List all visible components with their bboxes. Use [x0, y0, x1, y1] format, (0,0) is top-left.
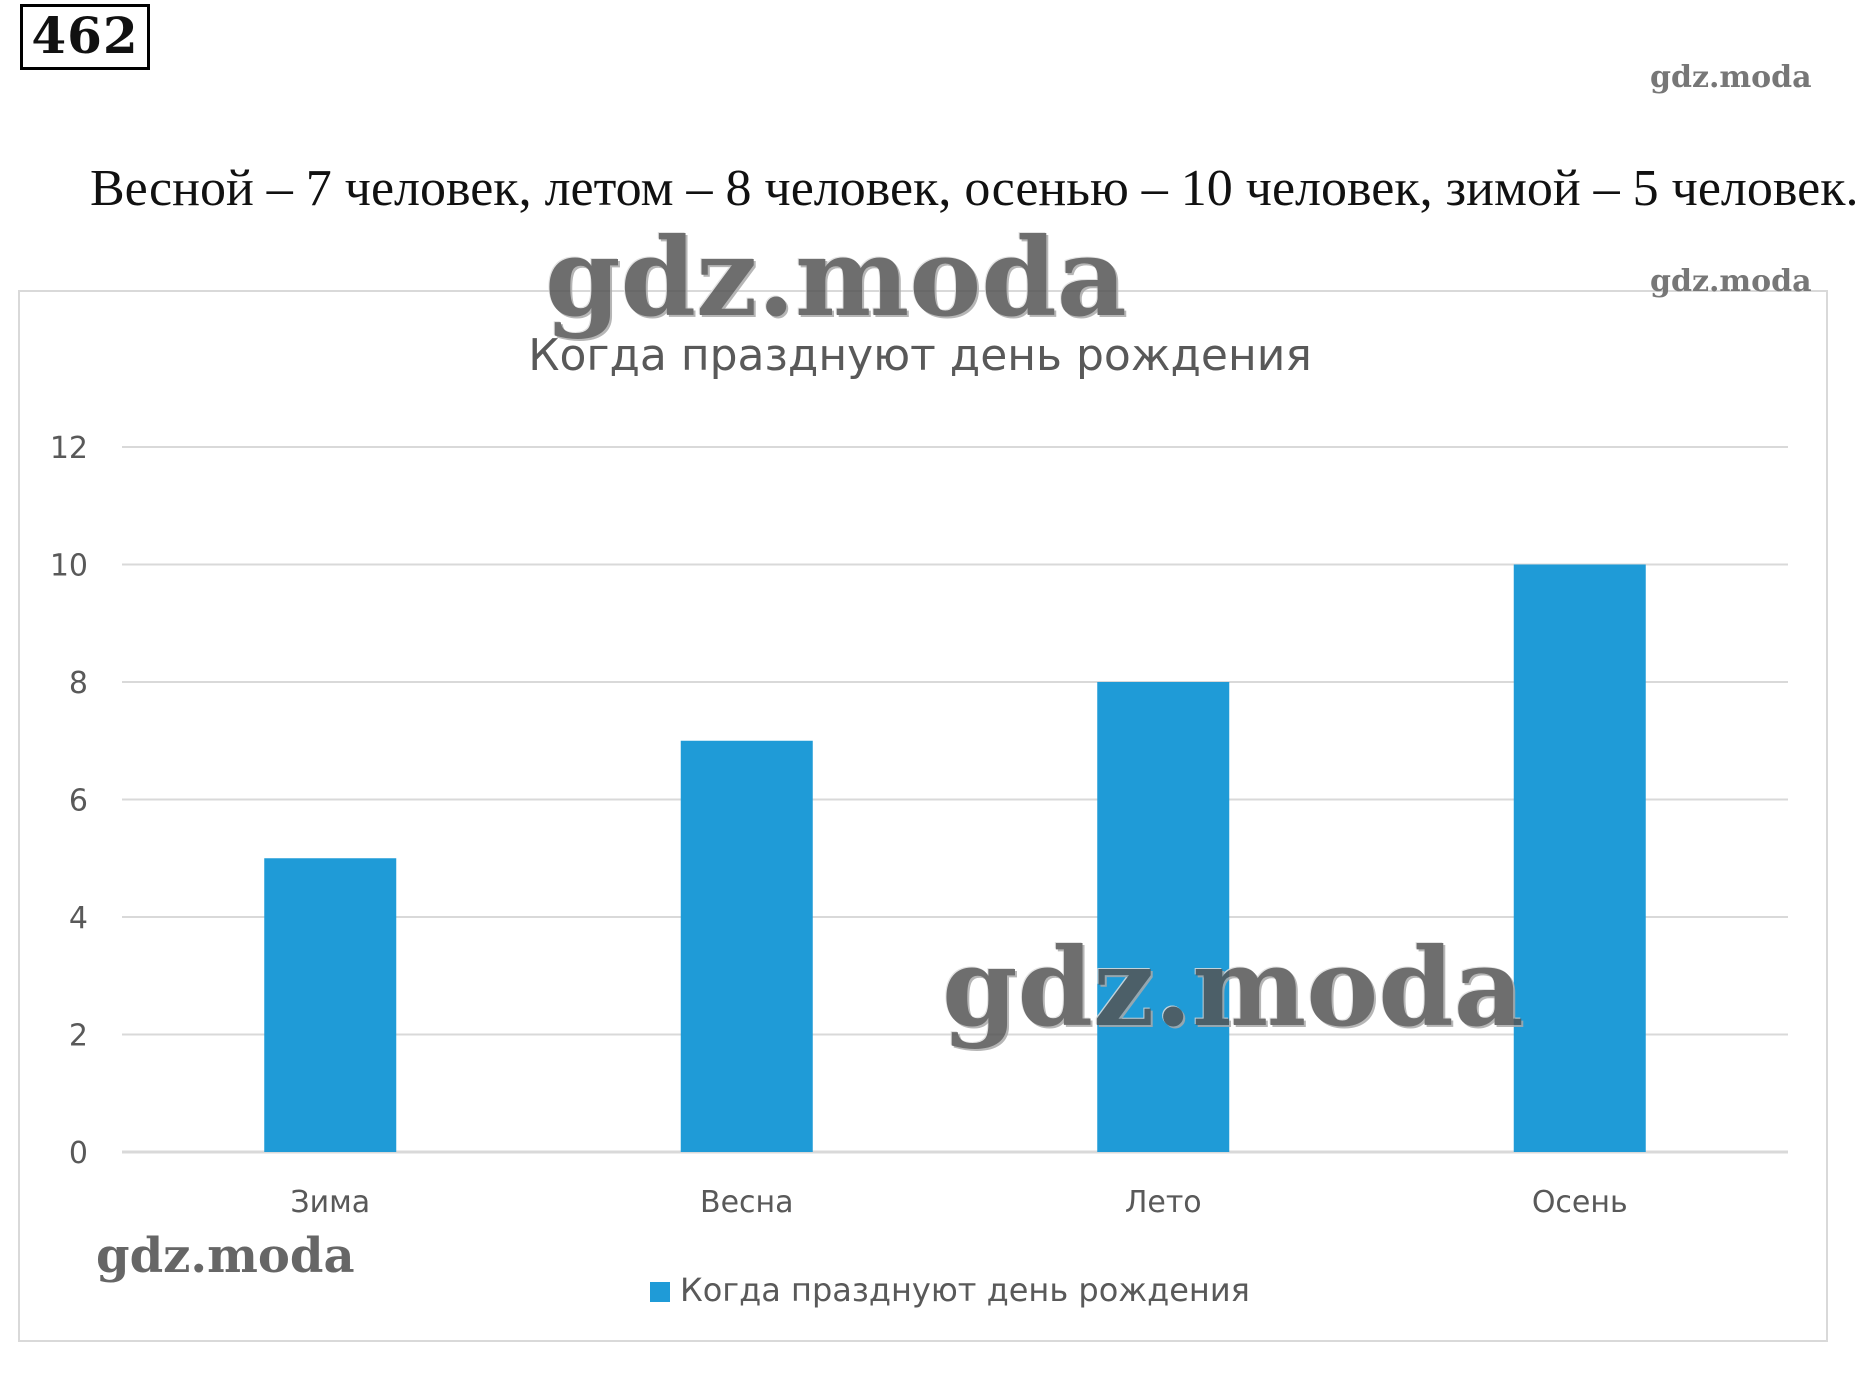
watermark-bottom-left: gdz.moda [96, 1228, 355, 1284]
y-tick-label: 2 [69, 1019, 88, 1054]
watermark-top-right: gdz.moda [1650, 60, 1812, 95]
watermark-big-middle: gdz.moda [942, 925, 1524, 1051]
y-tick-label: 10 [50, 549, 88, 584]
bar-2 [680, 740, 813, 1152]
x-category-label: Осень [1532, 1185, 1628, 1220]
watermark-chart-top-right: gdz.moda [1650, 264, 1812, 299]
y-tick-label: 4 [69, 901, 88, 936]
chart-frame: Когда празднуют день рождения 0 2 4 6 8 10 12 … [18, 290, 1828, 1342]
y-tick-label: 0 [69, 1136, 88, 1171]
y-tick-label: 12 [50, 431, 88, 466]
x-category-label: Весна [700, 1185, 794, 1220]
bar-3 [1097, 682, 1230, 1152]
y-tick-label: 6 [69, 784, 88, 819]
problem-text: Весной – 7 человек, летом – 8 человек, о… [90, 160, 1859, 217]
chart-title: Когда празднуют день рождения [528, 330, 1312, 381]
legend-swatch [650, 1282, 670, 1302]
bar-4 [1513, 564, 1646, 1152]
bar-1 [264, 858, 397, 1152]
legend-label: Когда празднуют день рождения [680, 1271, 1250, 1309]
bar-chart: Когда празднуют день рождения 024681012 … [50, 330, 1788, 1309]
y-tick-label: 8 [69, 666, 88, 701]
task-number-box: 462 [20, 4, 150, 70]
x-category-label: Лето [1125, 1185, 1202, 1220]
watermark-big-top: gdz.moda [545, 215, 1127, 341]
x-category-label: Зима [290, 1185, 370, 1220]
